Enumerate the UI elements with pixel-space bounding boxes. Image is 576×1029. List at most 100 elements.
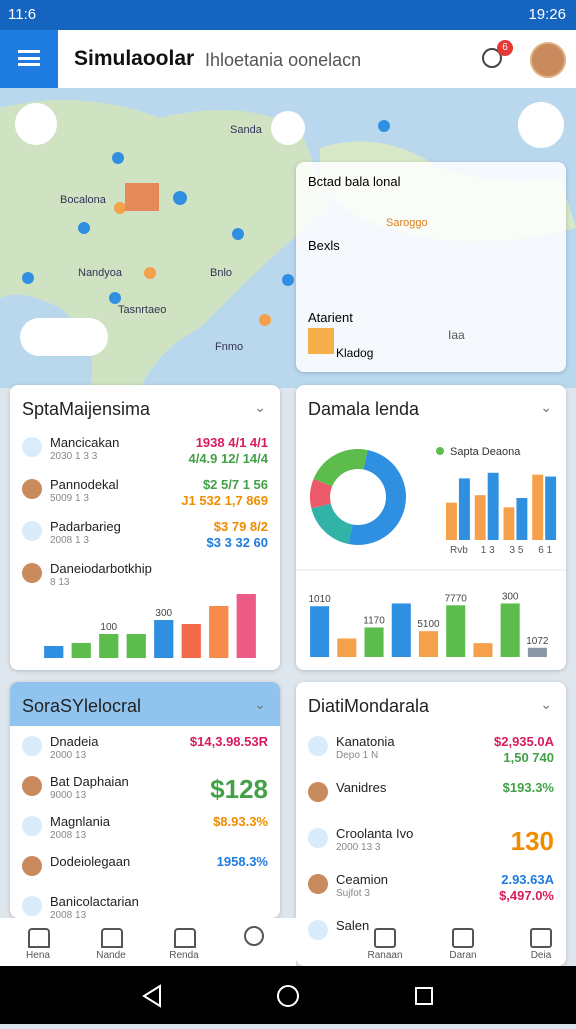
row-label: Magnlania <box>50 814 110 829</box>
map-search[interactable] <box>15 103 57 145</box>
map-panel: Bctad bala lonal Saroggo Bexls Atarient … <box>296 162 566 372</box>
panel-item: Bexls <box>308 238 340 253</box>
row-label: Banicolactarian <box>50 894 139 909</box>
card-title: DiatiMondarala <box>308 696 430 716</box>
status-bar: 11:6 19:26 <box>0 0 576 30</box>
row-icon <box>308 920 328 940</box>
nav-profile[interactable] <box>244 926 264 946</box>
row-label: Dnadeia <box>50 734 99 749</box>
app-title: Simulaoolar <box>74 47 195 70</box>
panel-title: Bctad bala lonal <box>308 174 401 189</box>
search-button[interactable] <box>482 48 502 68</box>
card-title: Damala lenda <box>308 399 420 419</box>
card-menu[interactable]: ⌄ <box>254 696 266 712</box>
bar <box>474 495 486 540</box>
legend-dot <box>436 447 444 455</box>
card-title: SoraSYlelocral <box>22 696 142 716</box>
bar <box>446 502 457 540</box>
row-value: 2.93.63A <box>501 872 554 887</box>
row-icon <box>308 782 328 802</box>
bar-label: 1010 <box>308 594 331 605</box>
bar <box>99 634 119 658</box>
avatar[interactable] <box>530 42 566 78</box>
nav-label: Deia <box>530 950 552 961</box>
nav-label: Renda <box>169 950 199 961</box>
row-sub: 2008 1 3 <box>50 535 89 546</box>
row-label: Vanidres <box>336 780 387 795</box>
row-sub: 5009 1 3 <box>50 493 89 504</box>
row-value: $2 5/7 1 56 <box>202 477 268 492</box>
row-label: Bat Daphaian <box>50 774 129 789</box>
card-header <box>10 682 280 726</box>
nav-icon[interactable] <box>374 928 396 948</box>
layers-button[interactable] <box>518 102 564 148</box>
bar <box>337 638 357 657</box>
system-nav <box>0 966 576 1024</box>
bar <box>532 474 544 540</box>
donut-slice <box>310 478 333 509</box>
legend-label: Sapta Deaona <box>450 446 521 458</box>
row-label: Dodeiolegaan <box>50 854 131 869</box>
badge: 6 <box>497 40 513 56</box>
map-pins <box>22 120 390 304</box>
bar-label: 1072 <box>526 636 549 647</box>
bar <box>310 606 330 657</box>
card-menu[interactable]: ⌄ <box>540 399 552 415</box>
bar <box>458 478 470 540</box>
row-label: Mancicakan <box>50 435 120 450</box>
nav-label: Nande <box>96 950 126 961</box>
donut-slice <box>348 449 406 545</box>
card-menu[interactable]: ⌄ <box>540 696 552 712</box>
status-time: 19:26 <box>528 6 566 23</box>
row-label: Daneiodarbotkhip <box>50 561 152 576</box>
panel-tag: Saroggo <box>386 217 428 229</box>
row-icon <box>22 563 42 583</box>
nav-icon[interactable] <box>101 928 123 948</box>
bar-label: 5100 <box>417 619 440 630</box>
row-value: 130 <box>510 826 554 856</box>
menu-button[interactable] <box>0 30 58 88</box>
nav-icon[interactable] <box>452 928 474 948</box>
nav-icon[interactable] <box>174 928 196 948</box>
map-tools[interactable] <box>20 318 108 356</box>
row-icon <box>22 896 42 916</box>
card: Damala lenda ⌄ Sapta Deaona Rvb 1 3 3 5 6 1 101… <box>296 385 566 670</box>
bar <box>44 646 64 658</box>
bar-label: 300 <box>155 608 172 619</box>
panel-item: Atarient <box>308 310 353 325</box>
nav-icon[interactable] <box>28 928 50 948</box>
row-label: Kanatonia <box>336 734 395 749</box>
bar-chart: 1010 1170 5100 7770 300 1072 <box>308 591 549 657</box>
row-sub: Sujfot 3 <box>336 888 370 899</box>
row-value: $3 3 32 60 <box>206 535 268 550</box>
bottom-nav: Hena Nande Renda <box>0 918 296 966</box>
row-sub: 2008 13 <box>50 830 87 841</box>
map-label: Tasnrtaeo <box>118 304 166 316</box>
row-icon <box>308 736 328 756</box>
bar-chart: 100 300 <box>44 594 256 658</box>
map-locate[interactable] <box>271 111 305 145</box>
row-sub: 2000 13 3 <box>336 842 381 853</box>
bar <box>71 643 91 658</box>
bar-label: 1170 <box>363 615 385 626</box>
system-buttons <box>142 984 433 1008</box>
bar <box>527 647 547 657</box>
nav-icon[interactable] <box>530 928 552 948</box>
bar <box>446 605 466 657</box>
bar <box>516 498 528 540</box>
row-sub: Depo 1 N <box>336 750 379 761</box>
card-menu[interactable]: ⌄ <box>254 399 266 415</box>
map-label: Nandyoa <box>78 267 123 279</box>
card: SoraSYlelocral ⌄ Dnadeia 2000 13 $14,3.98.53… <box>10 682 280 918</box>
card-title: SptaMaijensima <box>22 399 151 419</box>
bar <box>418 631 439 657</box>
row-icon <box>308 828 328 848</box>
row-label: Padarbarieg <box>50 519 121 534</box>
panel-image <box>308 328 334 354</box>
x-tick-label: 3 5 <box>509 545 523 556</box>
row-icon <box>22 437 42 457</box>
row-value: $,497.0% <box>499 888 554 903</box>
row-sub: 2030 1 3 3 <box>50 451 98 462</box>
row-label: Salen <box>336 918 370 933</box>
row-label: Ceamion <box>336 872 389 887</box>
